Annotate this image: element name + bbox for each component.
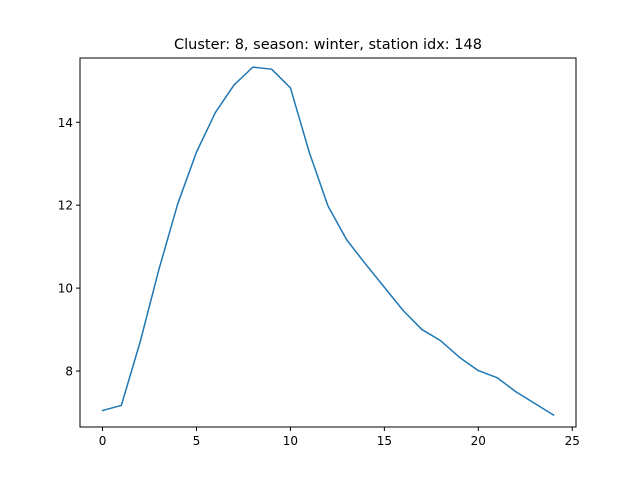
x-tick-label: 10 [283, 434, 298, 448]
x-tick-label: 15 [377, 434, 392, 448]
y-tick-label: 14 [58, 116, 73, 130]
data-point [271, 68, 273, 70]
y-tick-label: 8 [65, 365, 73, 379]
data-point [346, 239, 348, 241]
data-point [402, 309, 404, 312]
data-point [458, 356, 461, 358]
data-point [308, 151, 310, 153]
data-point [383, 286, 385, 288]
data-point [327, 205, 329, 207]
data-point [158, 268, 160, 271]
data-point [139, 341, 141, 343]
data-point [440, 340, 442, 342]
y-tick-label: 12 [58, 199, 73, 213]
data-point [552, 414, 555, 416]
x-axis: 0 5 10 15 20 25 [99, 427, 580, 448]
y-axis: 8 10 12 14 [58, 116, 80, 379]
data-point [496, 377, 498, 379]
x-tick-label: 0 [99, 434, 107, 448]
x-tick-label: 5 [193, 434, 201, 448]
x-tick-label: 20 [471, 434, 486, 448]
plot-area-frame [79, 57, 577, 428]
y-tick-label: 10 [58, 282, 73, 296]
data-point [534, 402, 536, 404]
data-point [421, 328, 423, 331]
data-point [195, 151, 198, 153]
data-point [233, 84, 235, 86]
data-point [214, 112, 216, 114]
data-point [120, 404, 122, 407]
data-point [515, 391, 517, 393]
data-point [101, 409, 104, 412]
data-point [177, 203, 179, 205]
data-point [477, 370, 479, 372]
series-layer [101, 66, 555, 417]
data-point [252, 66, 254, 68]
chart-title: Cluster: 8, season: winter, station idx:… [174, 37, 482, 53]
data-point [289, 87, 292, 89]
x-tick-label: 25 [565, 434, 580, 448]
data-point [364, 263, 367, 265]
